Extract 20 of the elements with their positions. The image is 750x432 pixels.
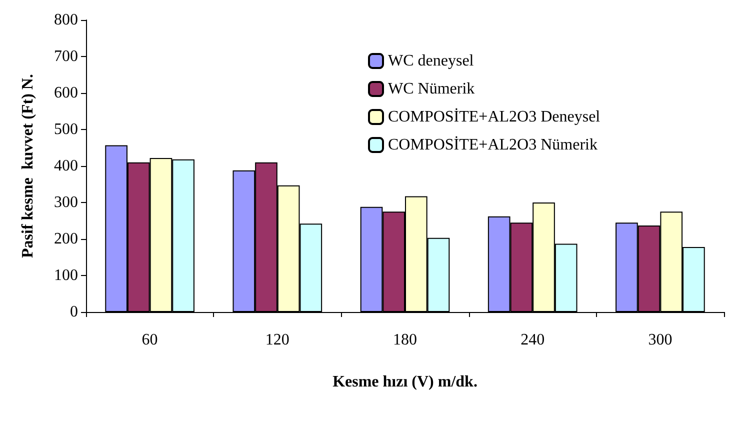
x-tick-label: 120 xyxy=(265,332,290,348)
x-tick-label: 180 xyxy=(393,332,417,348)
y-tick-label: 800 xyxy=(54,12,78,28)
x-tick-label: 240 xyxy=(520,332,545,348)
x-axis-title: Kesme hızı (V) m/dk. xyxy=(332,374,478,390)
y-tick-label: 500 xyxy=(54,121,78,138)
legend-label: COMPOSİTE+AL2O3 Deneysel xyxy=(388,108,601,126)
y-tick-label: 300 xyxy=(54,194,78,211)
y-tick-label: 200 xyxy=(54,230,78,248)
x-tick-label: 300 xyxy=(648,332,672,348)
y-tick-label: 100 xyxy=(54,267,78,284)
y-tick-label: 700 xyxy=(54,48,78,65)
legend-label: WC deneysel xyxy=(388,52,474,70)
legend-label: WC Nümerik xyxy=(388,80,475,98)
y-axis-title: Pasif kesme kuvvet (Ft) N. xyxy=(20,74,36,258)
x-tick-label: 60 xyxy=(142,332,158,348)
y-tick-label: 0 xyxy=(70,304,78,320)
y-tick-label: 400 xyxy=(54,158,78,174)
legend-label: COMPOSİTE+AL2O3 Nümerik xyxy=(388,136,598,154)
y-tick-label: 600 xyxy=(54,84,78,102)
